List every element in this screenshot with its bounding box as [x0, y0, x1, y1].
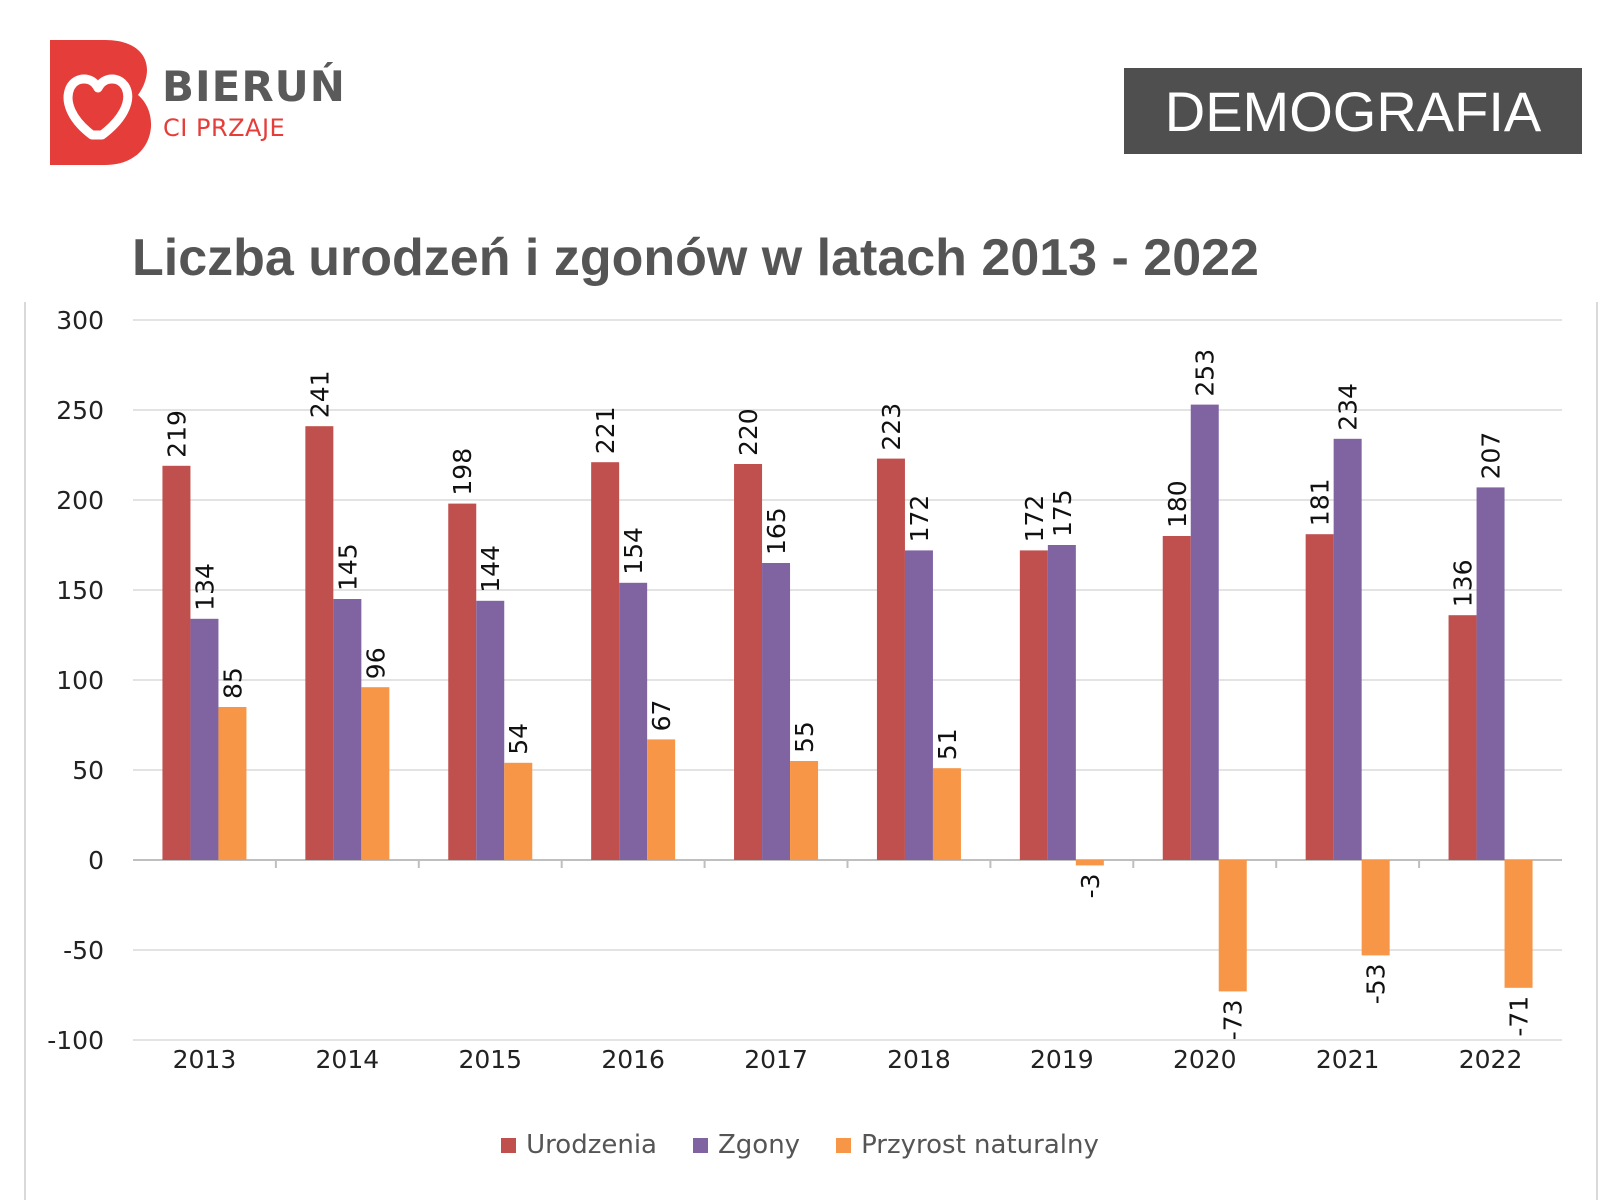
bar-przyrost-naturalny [647, 739, 676, 860]
bar-zgony [1333, 438, 1362, 860]
bar-urodzenia [876, 458, 905, 860]
data-label: 234 [1334, 383, 1363, 431]
data-label: 221 [591, 406, 620, 454]
bar-zgony [476, 600, 505, 860]
bar-urodzenia [162, 465, 191, 860]
bar-urodzenia [734, 464, 763, 860]
y-tick-label: 250 [56, 396, 104, 425]
data-label: 154 [619, 527, 648, 575]
bar-przyrost-naturalny [1361, 860, 1390, 956]
x-tick-label: 2019 [1030, 1045, 1094, 1074]
bar-urodzenia [591, 462, 620, 860]
legend-label: Przyrost naturalny [861, 1130, 1099, 1160]
legend-item: Zgony [692, 1130, 801, 1160]
bar-przyrost-naturalny [932, 768, 961, 860]
data-label: 172 [1020, 495, 1049, 543]
data-label: 67 [647, 700, 676, 732]
x-tick-label: 2016 [601, 1045, 665, 1074]
bar-zgony [333, 599, 362, 860]
data-label: -53 [1362, 963, 1391, 1004]
data-label: 223 [877, 403, 906, 451]
bar-chart: 300 250 200 150 100 50 0 -50 -100 2013 219 134 85 201… [47, 306, 1562, 1074]
legend-label: Urodzenia [526, 1130, 657, 1160]
x-tick-label: 2018 [887, 1045, 951, 1074]
bar-zgony [1047, 545, 1076, 860]
legend-item: Urodzenia [501, 1130, 657, 1160]
data-label: 96 [361, 647, 390, 679]
data-label: 175 [1048, 489, 1077, 537]
data-label: 253 [1191, 349, 1220, 397]
bar-przyrost-naturalny [361, 687, 390, 860]
section-label-box: DEMOGRAFIA [1124, 68, 1582, 154]
data-label: 54 [504, 723, 533, 755]
x-tick-label: 2015 [458, 1045, 522, 1074]
bar-urodzenia [1448, 615, 1477, 860]
data-label: 198 [448, 448, 477, 496]
chart-legend: Urodzenia Zgony Przyrost naturalny [0, 1130, 1600, 1160]
y-tick-label: 300 [56, 306, 104, 335]
bar-przyrost-naturalny [790, 761, 819, 860]
data-label: 181 [1306, 478, 1335, 526]
data-label: 220 [734, 408, 763, 456]
x-tick-label: 2021 [1316, 1045, 1380, 1074]
bar-urodzenia [1162, 536, 1191, 860]
data-label: 51 [933, 728, 962, 760]
data-label: -71 [1505, 996, 1534, 1037]
bar-przyrost-naturalny [1218, 860, 1247, 992]
chart-frame-left-border [24, 302, 26, 1200]
bar-przyrost-naturalny [218, 707, 247, 860]
y-tick-label: 200 [56, 486, 104, 515]
x-tick-label: 2022 [1459, 1045, 1523, 1074]
data-label: 134 [190, 563, 219, 611]
data-label: 136 [1449, 559, 1478, 607]
bar-przyrost-naturalny [1075, 860, 1104, 866]
chart-title: Liczba urodzeń i zgonów w latach 2013 - … [132, 229, 1259, 287]
data-label: 180 [1163, 480, 1192, 528]
data-label: -73 [1219, 999, 1248, 1040]
data-label: 145 [333, 543, 362, 591]
bar-zgony [1190, 404, 1219, 860]
data-label: 219 [162, 410, 191, 458]
x-tick-label: 2020 [1173, 1045, 1237, 1074]
y-tick-label: 100 [56, 666, 104, 695]
y-tick-label: 50 [72, 756, 104, 785]
bar-zgony [1476, 487, 1505, 860]
bar-zgony [619, 582, 648, 860]
bar-zgony [762, 563, 791, 860]
y-tick-label: -100 [47, 1026, 104, 1055]
bar-zgony [190, 618, 219, 860]
legend-swatch [692, 1137, 708, 1153]
bar-zgony [904, 550, 933, 860]
data-label: -3 [1076, 873, 1105, 898]
legend-item: Przyrost naturalny [836, 1130, 1099, 1160]
bierun-logo-mark [50, 40, 152, 165]
section-label: DEMOGRAFIA [1164, 79, 1542, 143]
legend-swatch [501, 1137, 517, 1153]
data-label: 172 [905, 495, 934, 543]
bar-urodzenia [448, 503, 477, 860]
bierun-logo: BIERUŃ CI PRZAJE [50, 40, 370, 165]
bar-urodzenia [305, 426, 334, 860]
legend-swatch [836, 1137, 852, 1153]
y-tick-label: 150 [56, 576, 104, 605]
data-label: 165 [762, 507, 791, 555]
x-tick-label: 2013 [173, 1045, 237, 1074]
data-label: 241 [305, 370, 334, 418]
data-label: 144 [476, 545, 505, 593]
bar-przyrost-naturalny [504, 762, 533, 860]
bar-urodzenia [1019, 550, 1048, 860]
data-label: 85 [218, 667, 247, 699]
legend-label: Zgony [717, 1130, 801, 1160]
x-tick-label: 2017 [744, 1045, 808, 1074]
y-tick-label: -50 [63, 936, 104, 965]
y-tick-label: 0 [88, 846, 104, 875]
bar-przyrost-naturalny [1504, 860, 1533, 988]
chart-frame-right-border [1596, 302, 1598, 1200]
data-label: 55 [790, 721, 819, 753]
data-label: 207 [1477, 432, 1506, 480]
logo-brand-name: BIERUŃ [162, 62, 346, 111]
bar-urodzenia [1305, 534, 1334, 860]
x-tick-label: 2014 [316, 1045, 380, 1074]
logo-tagline: CI PRZAJE [163, 114, 286, 142]
